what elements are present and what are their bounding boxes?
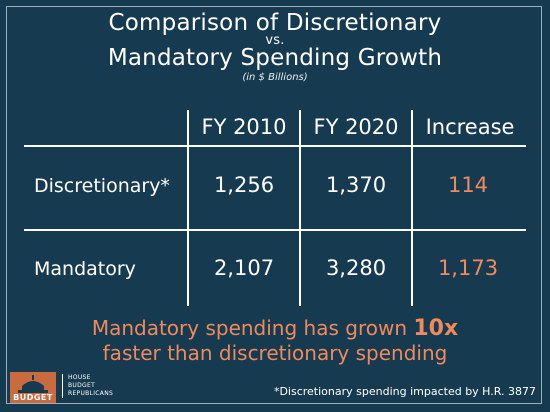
cell-discretionary-fy2010: 1,256 (184, 173, 304, 197)
logo-sub-line-1: HOUSE (68, 374, 91, 381)
logo-subtext: HOUSE BUDGET REPUBLICANS (62, 374, 113, 398)
footnote: *Discretionary spending impacted by H.R.… (274, 385, 536, 398)
logo-wordmark: BUDGET (10, 393, 56, 403)
cell-mandatory-fy2010: 2,107 (184, 256, 304, 280)
cell-discretionary-increase: 114 (408, 173, 528, 197)
column-header-increase: Increase (410, 115, 530, 139)
column-header-fy2020: FY 2020 (296, 115, 416, 139)
column-header-fy2010: FY 2010 (184, 115, 304, 139)
row-label-mandatory: Mandatory (34, 258, 136, 280)
cell-mandatory-fy2020: 3,280 (296, 256, 416, 280)
house-budget-logo: BUDGET HOUSE BUDGET REPUBLICANS (10, 372, 130, 406)
row-label-discretionary: Discretionary* (34, 175, 170, 197)
logo-sub-line-3: REPUBLICANS (68, 390, 113, 397)
logo-sub-line-2: BUDGET (68, 382, 95, 389)
capitol-dome-icon (10, 372, 56, 394)
headline-part-1: Mandatory spending has grown (92, 316, 414, 340)
cell-mandatory-increase: 1,173 (408, 256, 528, 280)
headline-part-2: faster than discretionary spending (103, 341, 448, 365)
headline-highlight: 10x (413, 316, 458, 341)
cell-discretionary-fy2020: 1,370 (296, 173, 416, 197)
headline-callout: Mandatory spending has grown 10x faster … (0, 316, 550, 366)
